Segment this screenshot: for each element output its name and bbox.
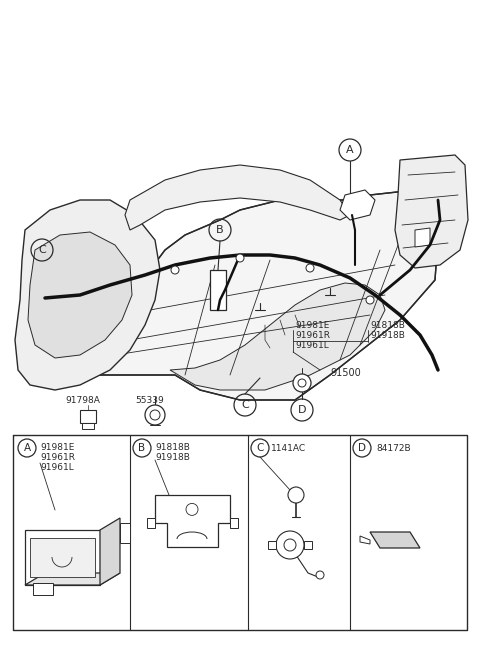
Polygon shape [155,495,230,547]
Polygon shape [82,423,94,429]
Polygon shape [25,573,120,585]
Circle shape [171,266,179,274]
Text: C: C [38,245,46,255]
Text: 91961L: 91961L [40,463,74,472]
Text: C: C [241,400,249,410]
Polygon shape [125,165,350,230]
Polygon shape [33,583,53,595]
Circle shape [186,504,198,515]
Text: A: A [24,443,31,453]
Text: D: D [358,443,366,453]
Circle shape [150,410,160,420]
Text: 55339: 55339 [135,396,164,405]
Polygon shape [415,228,430,247]
Polygon shape [120,523,130,543]
Polygon shape [268,541,276,549]
Polygon shape [147,518,155,528]
Text: 1141AC: 1141AC [271,444,306,453]
Text: 91918B: 91918B [370,331,405,340]
Text: C: C [256,443,264,453]
Circle shape [316,571,324,579]
Polygon shape [100,518,120,585]
Polygon shape [80,410,96,423]
Text: 91500: 91500 [330,368,361,378]
Polygon shape [340,190,375,220]
Polygon shape [28,232,132,358]
Text: A: A [346,145,354,155]
Text: 91961R: 91961R [40,453,75,462]
Text: 91818B: 91818B [370,321,405,330]
Circle shape [366,296,374,304]
Text: 91798A: 91798A [65,396,100,405]
Text: 91961L: 91961L [295,341,329,350]
Polygon shape [80,190,440,400]
Circle shape [288,487,304,503]
Polygon shape [304,541,312,549]
Circle shape [284,539,296,551]
Text: B: B [216,225,224,235]
Polygon shape [15,200,160,390]
Circle shape [298,379,306,387]
Text: 91918B: 91918B [155,453,190,462]
Text: 91981E: 91981E [40,443,74,452]
Polygon shape [170,283,385,390]
Text: B: B [138,443,145,453]
Polygon shape [30,538,95,577]
Polygon shape [25,530,100,585]
Polygon shape [230,518,238,528]
Text: 91961R: 91961R [295,331,330,340]
Circle shape [145,405,165,425]
Circle shape [293,374,311,392]
Polygon shape [210,270,226,310]
Text: D: D [298,405,306,415]
Circle shape [306,264,314,272]
Circle shape [236,254,244,262]
Polygon shape [360,536,370,544]
Polygon shape [370,532,420,548]
Polygon shape [395,155,468,268]
Text: 84172B: 84172B [376,444,410,453]
Text: 91981E: 91981E [295,321,329,330]
Circle shape [276,531,304,559]
Text: 91818B: 91818B [155,443,190,452]
